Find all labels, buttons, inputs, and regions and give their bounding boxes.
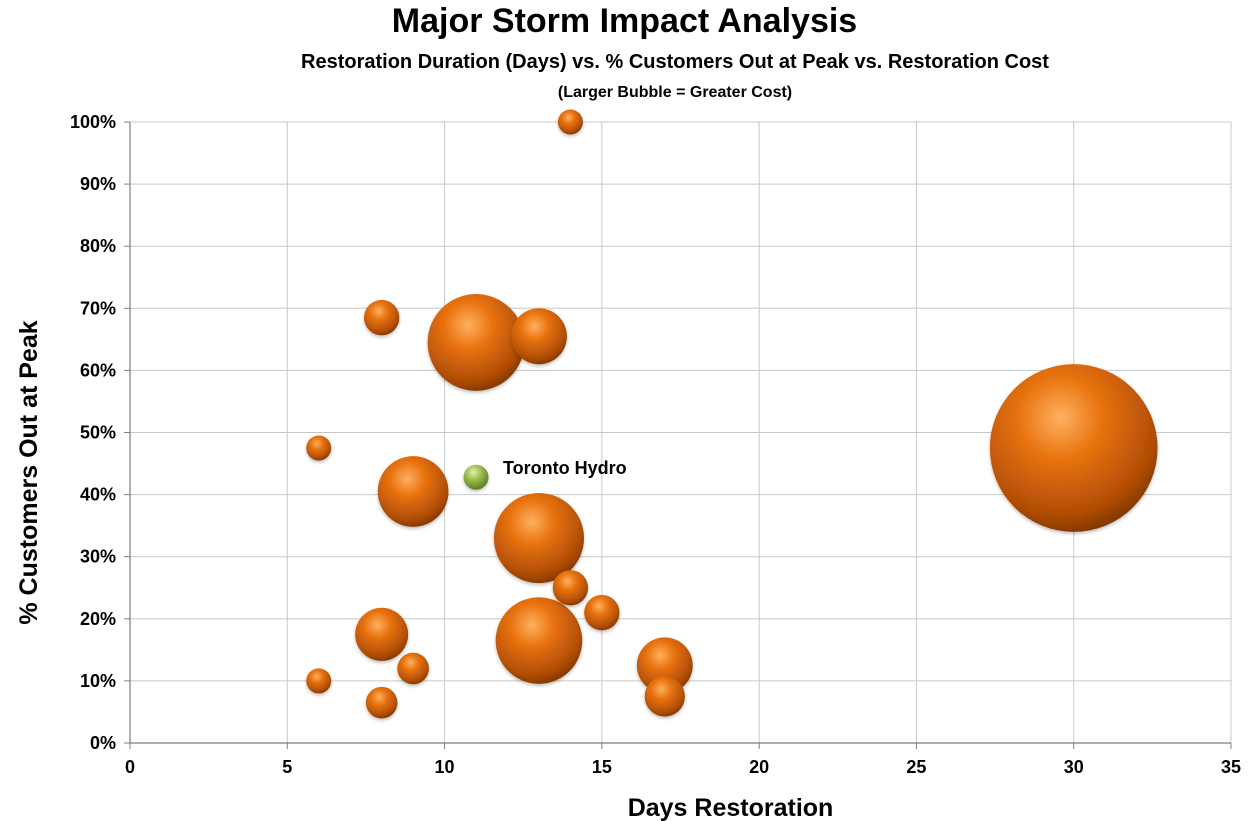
bubbles	[306, 109, 1158, 719]
y-tick-label: 70%	[80, 298, 116, 318]
y-tick-label: 100%	[70, 112, 116, 132]
chart-note: (Larger Bubble = Greater Cost)	[557, 84, 793, 101]
x-tick-label: 35	[1221, 757, 1241, 777]
x-tick-label: 30	[1064, 757, 1084, 777]
bubble	[493, 493, 585, 584]
x-tick-label: 10	[435, 757, 455, 777]
chart-subtitle: Restoration Duration (Days) vs. % Custom…	[301, 51, 1049, 73]
x-tick-label: 0	[125, 757, 135, 777]
bubble	[306, 435, 332, 461]
x-tick-label: 25	[906, 757, 926, 777]
y-tick-label: 20%	[80, 609, 116, 629]
bubble	[306, 668, 332, 694]
bubble	[552, 570, 589, 606]
y-tick-label: 80%	[80, 236, 116, 256]
bubble	[355, 607, 409, 661]
bubble	[363, 299, 400, 336]
y-tick-label: 90%	[80, 174, 116, 194]
bubble	[636, 637, 693, 694]
chart-title: Major Storm Impact Analysis	[391, 2, 858, 40]
bubble	[557, 109, 583, 135]
bubble	[377, 456, 449, 527]
y-axis-label: % Customers Out at Peak	[15, 320, 43, 624]
axes	[124, 121, 1232, 749]
bubble	[397, 652, 429, 685]
bubble	[510, 308, 567, 365]
x-axis-label: Days Restoration	[628, 794, 834, 821]
bubble	[495, 597, 583, 684]
y-tick-label: 50%	[80, 423, 116, 443]
y-tick-label: 30%	[80, 547, 116, 567]
x-tick-label: 15	[592, 757, 612, 777]
bubble-toronto-hydro	[463, 464, 489, 490]
y-tick-label: 40%	[80, 485, 116, 505]
bubble	[989, 364, 1158, 532]
y-tick-label: 60%	[80, 360, 116, 380]
bubble	[365, 686, 398, 719]
bubble	[584, 594, 620, 631]
x-tick-label: 20	[749, 757, 769, 777]
toronto-hydro-label: Toronto Hydro	[503, 458, 627, 478]
tick-labels: 0 5 10 15 20 25 30 35 0% 10% 20% 30% 40% 50% 60% 70% 80%…	[70, 112, 1241, 777]
y-tick-label: 10%	[80, 671, 116, 691]
bubble	[644, 676, 685, 717]
x-tick-label: 5	[282, 757, 292, 777]
bubble	[427, 294, 525, 391]
y-tick-label: 0%	[90, 733, 116, 753]
